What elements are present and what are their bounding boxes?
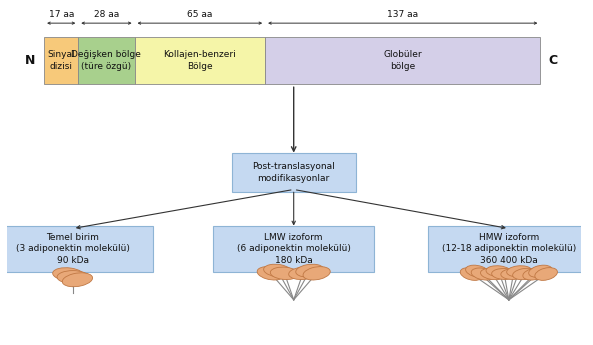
FancyBboxPatch shape [78, 37, 135, 84]
Ellipse shape [289, 267, 317, 279]
Ellipse shape [501, 268, 526, 279]
Ellipse shape [53, 268, 84, 281]
Text: LMW izoform
(6 adiponektin molekülü)
180 kDa: LMW izoform (6 adiponektin molekülü) 180… [237, 233, 350, 265]
Text: 137 aa: 137 aa [387, 10, 418, 19]
FancyBboxPatch shape [232, 153, 356, 192]
Ellipse shape [480, 268, 505, 280]
Text: Globüler
bölge: Globüler bölge [384, 50, 422, 70]
Text: Değişken bölge
(türe özgü): Değişken bölge (türe özgü) [72, 50, 141, 70]
FancyBboxPatch shape [265, 37, 540, 84]
Ellipse shape [57, 270, 88, 284]
Ellipse shape [529, 265, 552, 277]
Ellipse shape [264, 264, 292, 277]
Ellipse shape [62, 273, 93, 287]
Ellipse shape [506, 266, 532, 277]
Text: Temel birim
(3 adiponektin molekülü)
90 kDa: Temel birim (3 adiponektin molekülü) 90 … [16, 233, 130, 265]
FancyBboxPatch shape [0, 226, 154, 272]
Text: Kollajen-benzeri
Bölge: Kollajen-benzeri Bölge [164, 50, 236, 70]
FancyBboxPatch shape [135, 37, 265, 84]
Text: Post-translasyonal
modifikasyonlar: Post-translasyonal modifikasyonlar [253, 162, 335, 183]
Text: Sinyal
dizisi: Sinyal dizisi [47, 50, 75, 70]
Ellipse shape [270, 267, 299, 279]
Text: C: C [549, 54, 557, 67]
Text: HMW izoform
(12-18 adiponektin molekülü)
360 400 kDa: HMW izoform (12-18 adiponektin molekülü)… [442, 233, 576, 265]
Text: N: N [25, 54, 35, 67]
Ellipse shape [303, 267, 330, 280]
Text: 65 aa: 65 aa [187, 10, 212, 19]
Text: 28 aa: 28 aa [94, 10, 119, 19]
Ellipse shape [460, 268, 483, 280]
Ellipse shape [466, 265, 489, 277]
Ellipse shape [471, 268, 495, 280]
Ellipse shape [296, 264, 324, 277]
Ellipse shape [492, 268, 517, 279]
Ellipse shape [486, 266, 511, 277]
Ellipse shape [535, 268, 557, 280]
FancyBboxPatch shape [428, 226, 589, 272]
Text: 17 aa: 17 aa [49, 10, 74, 19]
Ellipse shape [512, 268, 537, 280]
FancyBboxPatch shape [44, 37, 78, 84]
Ellipse shape [523, 268, 547, 280]
Ellipse shape [257, 267, 285, 280]
FancyBboxPatch shape [213, 226, 374, 272]
